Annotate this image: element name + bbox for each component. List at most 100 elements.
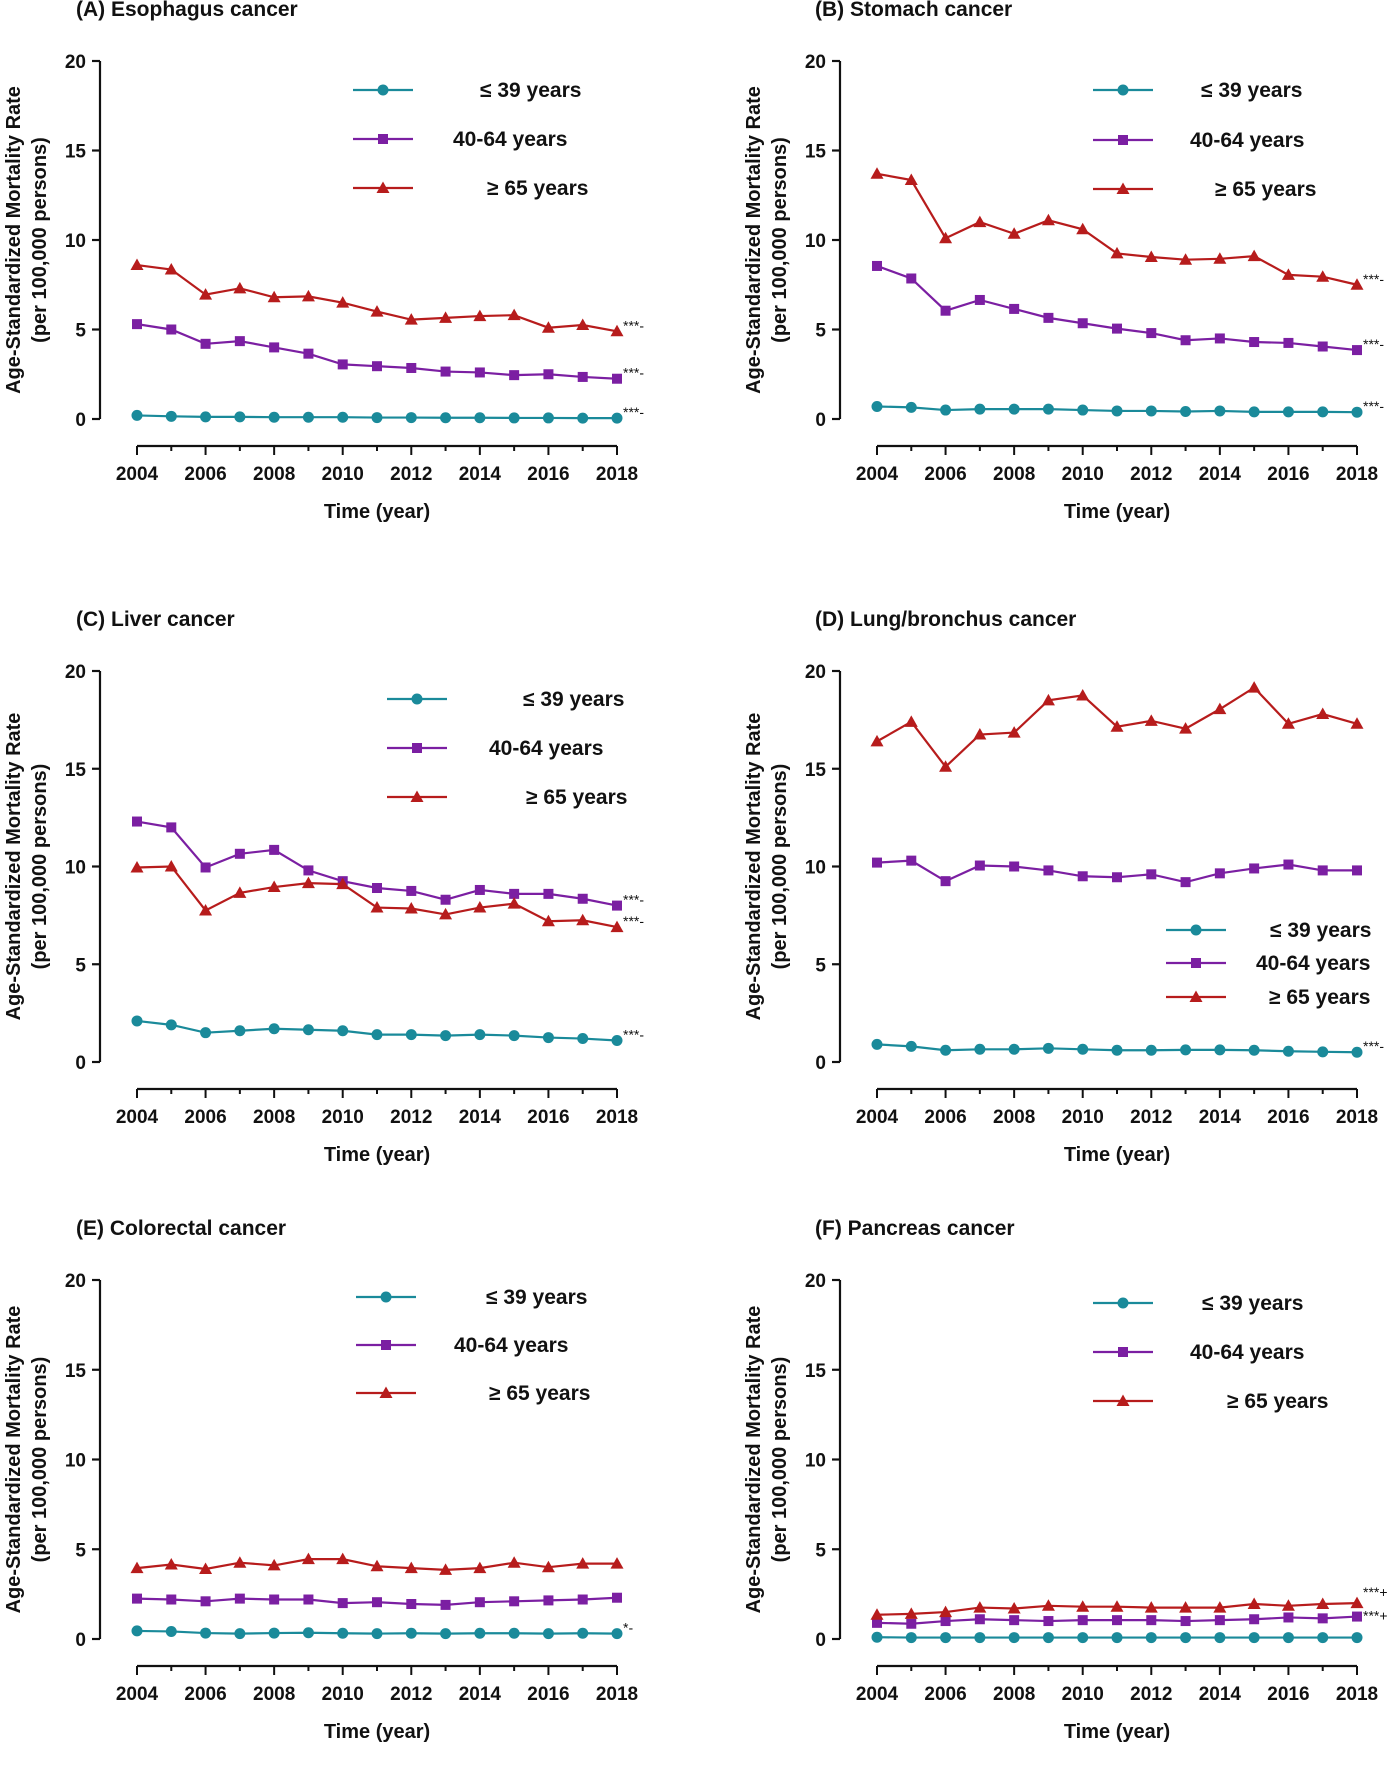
data-point-triangle xyxy=(973,215,987,228)
data-point-circle xyxy=(1008,1043,1020,1055)
y-tick-label: 0 xyxy=(815,1630,826,1651)
data-point-circle xyxy=(577,1033,589,1045)
data-point-triangle xyxy=(1213,702,1227,715)
data-point-square xyxy=(1180,877,1191,888)
data-point-square xyxy=(1112,872,1122,883)
legend-label: ≥ 65 years xyxy=(487,177,588,200)
data-point-triangle xyxy=(1213,252,1227,264)
data-point-triangle xyxy=(610,324,624,337)
data-point-triangle xyxy=(1041,213,1055,226)
data-point-triangle xyxy=(904,173,918,186)
data-point-square xyxy=(303,1594,314,1605)
x-tick-label: 2010 xyxy=(322,464,364,485)
data-point-square xyxy=(509,370,520,381)
series-square xyxy=(872,855,1362,888)
legend-marker-circle xyxy=(1117,1297,1129,1309)
data-point-square xyxy=(132,1593,142,1604)
panel-title: (B) Stomach cancer xyxy=(815,0,1012,21)
data-point-square xyxy=(1283,1612,1294,1623)
x-axis-label: Time (year) xyxy=(1064,1144,1170,1166)
data-point-square xyxy=(200,1596,211,1607)
data-point-circle xyxy=(1042,1042,1054,1054)
data-point-square xyxy=(166,822,177,833)
data-point-square xyxy=(1077,318,1088,329)
y-axis-label-line1: Age-Standardized Mortality Rate xyxy=(3,713,25,1021)
data-point-circle xyxy=(371,1029,383,1041)
x-tick-label: 2004 xyxy=(856,1107,899,1128)
data-point-triangle xyxy=(473,901,487,913)
data-point-triangle xyxy=(439,1563,453,1575)
data-point-square xyxy=(906,855,917,866)
data-point-circle xyxy=(542,1032,554,1044)
data-point-triangle xyxy=(233,1556,247,1568)
y-tick-label: 10 xyxy=(65,858,86,879)
legend-label: ≥ 65 years xyxy=(1269,986,1370,1009)
y-tick-label: 5 xyxy=(75,1540,86,1561)
series-circle xyxy=(131,1015,623,1046)
data-point-triangle xyxy=(1247,1597,1261,1609)
data-point-triangle xyxy=(1247,249,1261,262)
data-point-triangle xyxy=(1179,253,1193,265)
data-point-triangle xyxy=(336,877,350,890)
data-point-circle xyxy=(577,412,589,424)
data-point-triangle xyxy=(130,1561,144,1574)
data-point-circle xyxy=(508,1030,520,1042)
data-point-triangle xyxy=(439,907,453,920)
data-point-square xyxy=(1249,863,1260,874)
data-point-circle xyxy=(440,1030,452,1042)
series-square xyxy=(132,1592,622,1610)
data-point-circle xyxy=(474,1627,486,1639)
data-point-triangle xyxy=(507,897,521,909)
y-tick-label: 15 xyxy=(65,1361,87,1382)
series-circle xyxy=(131,1625,623,1640)
y-tick-label: 15 xyxy=(805,760,827,781)
data-point-square xyxy=(1146,328,1157,339)
data-point-square xyxy=(1317,865,1328,876)
x-tick-label: 2014 xyxy=(459,1684,502,1705)
legend-marker-square xyxy=(1118,1347,1128,1357)
series-square xyxy=(132,816,622,911)
data-point-square xyxy=(1249,337,1260,348)
x-tick-label: 2008 xyxy=(253,464,295,485)
data-point-circle xyxy=(200,1027,212,1039)
data-point-circle xyxy=(1180,1632,1192,1644)
data-point-square xyxy=(1112,323,1122,334)
y-tick-label: 0 xyxy=(75,1630,86,1651)
data-point-circle xyxy=(508,412,520,424)
data-point-circle xyxy=(871,400,883,412)
x-tick-label: 2016 xyxy=(1267,1107,1309,1128)
series-square xyxy=(132,319,622,384)
data-point-square xyxy=(1077,871,1088,882)
data-point-triangle xyxy=(473,1561,487,1574)
legend-label: 40-64 years xyxy=(454,1334,568,1357)
x-tick-label: 2004 xyxy=(116,464,159,485)
data-point-triangle xyxy=(370,1559,384,1572)
x-tick-label: 2010 xyxy=(1062,1684,1104,1705)
data-point-circle xyxy=(940,1044,952,1056)
data-point-circle xyxy=(1214,405,1226,417)
series-circle xyxy=(131,409,623,424)
x-tick-label: 2016 xyxy=(527,464,569,485)
data-point-triangle xyxy=(439,311,453,323)
y-tick-label: 5 xyxy=(815,1540,826,1561)
y-tick-label: 10 xyxy=(805,858,826,879)
series-circle xyxy=(871,400,1363,418)
significance-label: ***+ xyxy=(1363,1608,1388,1624)
data-point-triangle xyxy=(404,902,418,914)
legend-label: 40-64 years xyxy=(1190,1341,1304,1364)
data-point-circle xyxy=(940,404,952,416)
data-point-square xyxy=(234,1593,245,1604)
data-point-circle xyxy=(440,1628,452,1640)
data-point-square xyxy=(612,1592,622,1603)
y-tick-label: 15 xyxy=(65,142,87,163)
data-point-triangle xyxy=(507,1556,521,1568)
y-tick-label: 20 xyxy=(805,662,826,683)
data-point-square xyxy=(1214,333,1225,344)
x-tick-label: 2006 xyxy=(924,464,966,485)
data-point-square xyxy=(940,305,951,316)
legend-marker-circle xyxy=(1117,84,1129,96)
y-tick-label: 5 xyxy=(815,955,826,976)
data-point-square xyxy=(406,885,417,896)
data-point-square xyxy=(1009,1615,1020,1626)
legend-label: ≥ 65 years xyxy=(1227,1390,1328,1413)
